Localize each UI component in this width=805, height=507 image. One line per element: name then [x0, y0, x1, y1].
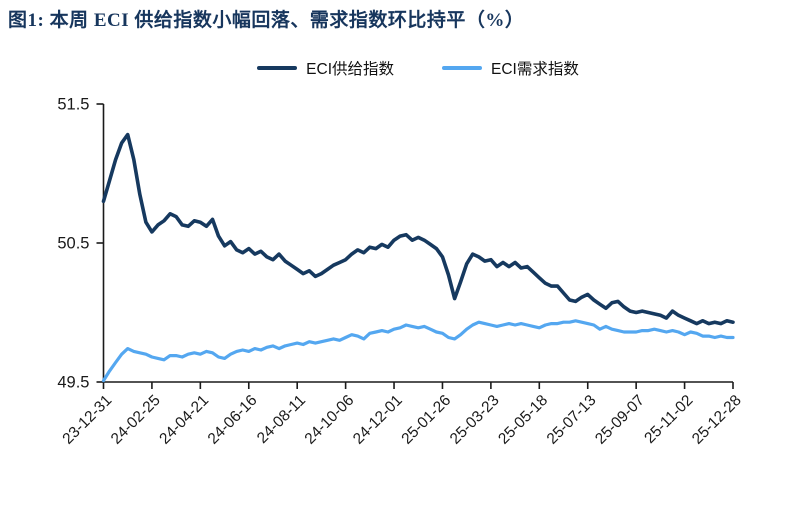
x-axis-tick-label: 24-10-06 [302, 392, 358, 448]
chart-legend: ECI供给指数 ECI需求指数 [103, 56, 733, 80]
demand-line [101, 319, 735, 383]
x-axis-tick-label: 25-03-23 [447, 392, 503, 448]
x-axis-tick-label: 25-12-28 [689, 392, 745, 448]
x-axis-tick-label: 25-07-13 [544, 392, 600, 448]
legend-item-demand: ECI需求指数 [442, 57, 579, 79]
supply-line [101, 132, 735, 326]
x-axis-tick-label: 24-06-16 [205, 392, 261, 448]
demand-line-swatch [442, 66, 482, 70]
x-axis-tick-label: 25-11-02 [641, 392, 696, 447]
y-axis-tick-label: 51.5 [57, 96, 89, 114]
supply-line-swatch [257, 66, 298, 70]
y-axis-tick-label: 49.5 [57, 374, 89, 392]
x-axis-tick-label: 24-04-21 [156, 392, 212, 448]
x-axis-tick-label: 25-01-26 [398, 392, 454, 448]
x-axis-tick-label: 24-02-25 [108, 392, 164, 448]
legend-label-supply: ECI供给指数 [306, 61, 394, 78]
legend-label-demand: ECI需求指数 [491, 61, 579, 78]
x-axis-tick-label: 25-09-07 [592, 392, 648, 448]
x-axis-tick-label: 23-12-31 [59, 392, 115, 448]
legend-item-supply: ECI供给指数 [257, 57, 394, 79]
y-axis-tick-label: 50.5 [57, 235, 89, 253]
figure-title: 图1: 本周 ECI 供给指数小幅回落、需求指数环比持平（%） [8, 10, 525, 31]
x-axis-tick-label: 24-08-11 [254, 392, 309, 447]
x-axis-tick-label: 25-05-18 [495, 392, 551, 448]
x-axis-tick-label: 24-12-01 [350, 392, 406, 448]
